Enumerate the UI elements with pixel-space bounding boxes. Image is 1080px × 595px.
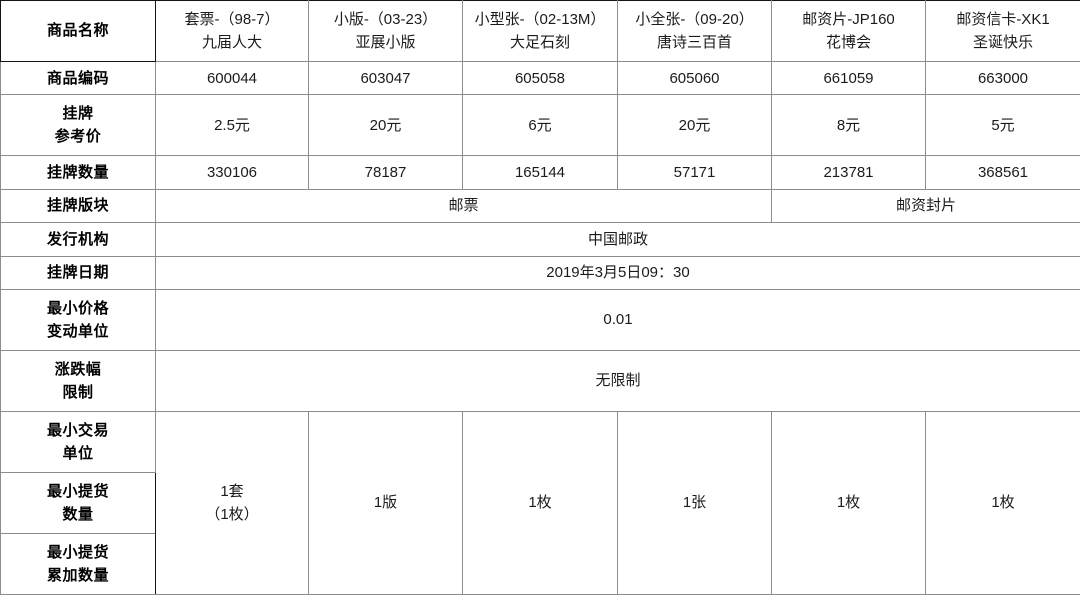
min-price-tick-label-line1: 最小价格 [46,299,109,317]
cell-product-code-6: 663000 [925,60,1080,96]
cell-listing-quantity-3: 165144 [462,155,618,190]
row-label-min-price-tick: 最小价格 变动单位 [0,289,156,352]
row-label-listing-quantity: 挂牌数量 [0,155,156,190]
row-label-reference-price: 挂牌 参考价 [0,94,156,157]
table-row-min-pickup-qty: 最小提货 数量 [0,471,1080,534]
cell-listing-section-postal-cards: 邮资封片 [771,188,1080,224]
product-name-5-line1: 邮资片-JP160 [802,10,895,28]
product-name-5-line2: 花博会 [825,33,871,51]
min-pickup-qty-label-line1: 最小提货 [46,482,109,500]
cell-product-name-4: 小全张-（09-20） 唐诗三百首 [617,0,772,62]
product-name-6-line1: 邮资信卡-XK1 [956,10,1050,28]
cell-min-price-tick-value: 0.01 [155,289,1080,352]
row-label-product-code: 商品编码 [0,60,156,96]
cell-unit-value-3: 1枚 [462,411,618,595]
reference-price-label-line2: 参考价 [54,128,102,146]
row-label-min-trade-unit: 最小交易 单位 [0,411,156,473]
table-row-min-trade-unit: 最小交易 单位 1套 （1枚） 1版 1枚 1张 1枚 1枚 [0,411,1080,595]
min-pickup-qty-label-line2: 数量 [62,505,94,523]
unit-value-1-line1: 1套 [220,482,244,500]
cell-unit-value-5: 1枚 [771,411,926,595]
product-name-1-line1: 套票-（98-7） [184,10,280,28]
cell-unit-value-4: 1张 [617,411,772,595]
cell-reference-price-2: 20元 [308,94,463,157]
min-pickup-increment-label-line1: 最小提货 [46,543,109,561]
table-row-price-limit: 涨跌幅 限制 无限制 [0,350,1080,412]
table-row-listing-quantity: 挂牌数量 330106 78187 165144 57171 213781 36… [0,155,1080,190]
row-label-price-limit: 涨跌幅 限制 [0,350,156,412]
product-name-3-line2: 大足石刻 [509,33,570,51]
cell-issuer-value: 中国邮政 [155,222,1080,257]
row-label-min-pickup-qty: 最小提货 数量 [0,471,156,534]
cell-listing-section-stamps: 邮票 [155,188,772,224]
row-label-listing-section: 挂牌版块 [0,188,156,224]
cell-product-name-5: 邮资片-JP160 花博会 [771,0,926,62]
product-name-4-line2: 唐诗三百首 [656,33,732,51]
table-row-min-price-tick: 最小价格 变动单位 0.01 [0,289,1080,352]
unit-value-1-line2: （1枚） [205,506,259,523]
cell-listing-quantity-6: 368561 [925,155,1080,190]
table-row-product-name: 商品名称 套票-（98-7） 九届人大 小版-（03-23） 亚展小版 小型张-… [0,0,1080,62]
product-name-6-line2: 圣诞快乐 [972,33,1033,51]
table-row-listing-section: 挂牌版块 邮票 邮资封片 [0,188,1080,224]
product-name-2-line1: 小版-（03-23） [333,10,438,28]
cell-unit-value-2: 1版 [308,411,463,595]
product-name-3-line1: 小型张-（02-13M） [474,10,606,28]
product-name-2-line2: 亚展小版 [355,33,416,51]
reference-price-label-line1: 挂牌 [62,105,94,123]
row-label-listing-date: 挂牌日期 [0,255,156,291]
cell-reference-price-1: 2.5元 [155,94,309,157]
table-row-min-pickup-increment: 最小提货 累加数量 [0,532,1080,595]
cell-product-code-4: 605060 [617,60,772,96]
cell-product-code-5: 661059 [771,60,926,96]
min-pickup-increment-label-line2: 累加数量 [46,566,109,584]
table-row-issuer: 发行机构 中国邮政 [0,222,1080,257]
cell-product-name-2: 小版-（03-23） 亚展小版 [308,0,463,62]
cell-price-limit-value: 无限制 [155,350,1080,412]
product-name-1-line2: 九届人大 [201,33,262,51]
row-label-min-pickup-increment: 最小提货 累加数量 [0,532,156,595]
cell-unit-value-6: 1枚 [925,411,1080,595]
cell-product-name-1: 套票-（98-7） 九届人大 [155,0,309,62]
price-limit-label-line2: 限制 [62,384,94,402]
cell-reference-price-3: 6元 [462,94,618,157]
cell-product-code-3: 605058 [462,60,618,96]
cell-reference-price-5: 8元 [771,94,926,157]
cell-product-code-2: 603047 [308,60,463,96]
cell-listing-quantity-2: 78187 [308,155,463,190]
table-row-product-code: 商品编码 600044 603047 605058 605060 661059 … [0,60,1080,96]
cell-listing-quantity-5: 213781 [771,155,926,190]
cell-reference-price-4: 20元 [617,94,772,157]
cell-product-name-6: 邮资信卡-XK1 圣诞快乐 [925,0,1080,62]
cell-listing-date-value: 2019年3月5日09：30 [155,255,1080,291]
min-trade-unit-label-line1: 最小交易 [46,421,109,439]
table-row-listing-date: 挂牌日期 2019年3月5日09：30 [0,255,1080,291]
cell-product-code-1: 600044 [155,60,309,96]
table-row-reference-price: 挂牌 参考价 2.5元 20元 6元 20元 8元 5元 [0,94,1080,157]
cell-listing-quantity-1: 330106 [155,155,309,190]
cell-unit-value-1: 1套 （1枚） [155,411,309,595]
min-price-tick-label-line2: 变动单位 [46,323,109,341]
cell-reference-price-6: 5元 [925,94,1080,157]
row-label-product-name: 商品名称 [0,0,156,62]
min-trade-unit-label-line2: 单位 [62,444,94,462]
cell-product-name-3: 小型张-（02-13M） 大足石刻 [462,0,618,62]
product-name-4-line1: 小全张-（09-20） [635,10,754,28]
price-limit-label-line1: 涨跌幅 [54,360,102,378]
cell-listing-quantity-4: 57171 [617,155,772,190]
row-label-issuer: 发行机构 [0,222,156,257]
